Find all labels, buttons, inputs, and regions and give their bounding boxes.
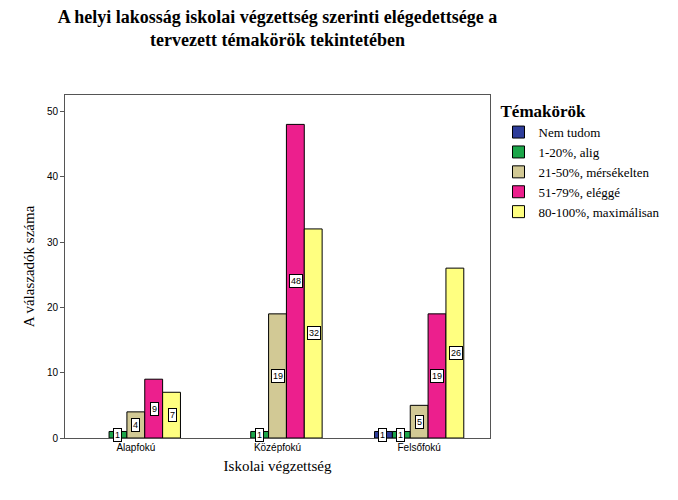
svg-text:Témakörök: Témakörök	[501, 102, 587, 121]
svg-text:32: 32	[309, 328, 319, 338]
svg-text:1-20%, alig: 1-20%, alig	[539, 145, 600, 160]
svg-text:Nem tudom: Nem tudom	[539, 125, 601, 140]
svg-text:1: 1	[398, 430, 403, 440]
svg-text:7: 7	[170, 410, 175, 420]
svg-text:1: 1	[380, 430, 385, 440]
svg-text:30: 30	[47, 237, 59, 248]
svg-text:21-50%, mérsékelten: 21-50%, mérsékelten	[539, 165, 650, 180]
svg-text:20: 20	[47, 302, 59, 313]
svg-text:51-79%, eléggé: 51-79%, eléggé	[539, 185, 621, 200]
svg-text:19: 19	[273, 371, 283, 381]
svg-text:10: 10	[47, 367, 59, 378]
svg-text:Alapfokú: Alapfokú	[116, 442, 155, 453]
svg-text:80-100%, maximálisan: 80-100%, maximálisan	[539, 205, 660, 220]
svg-text:A helyi lakosság iskolai végze: A helyi lakosság iskolai végzettség szer…	[58, 7, 497, 50]
svg-text:4: 4	[133, 420, 138, 430]
svg-text:48: 48	[291, 276, 301, 286]
svg-text:5: 5	[417, 417, 422, 427]
svg-text:9: 9	[152, 404, 157, 414]
svg-text:0: 0	[52, 433, 58, 444]
svg-text:1: 1	[115, 430, 120, 440]
svg-text:26: 26	[451, 348, 461, 358]
svg-text:A válaszadók száma: A válaszadók száma	[21, 205, 37, 327]
svg-text:Iskolai végzettség: Iskolai végzettség	[224, 458, 332, 474]
svg-text:1: 1	[257, 430, 262, 440]
svg-text:40: 40	[47, 171, 59, 182]
svg-text:Középfokú: Középfokú	[254, 442, 301, 453]
svg-text:Felsőfokú: Felsőfokú	[397, 442, 440, 453]
svg-text:50: 50	[47, 106, 59, 117]
svg-text:19: 19	[432, 371, 442, 381]
